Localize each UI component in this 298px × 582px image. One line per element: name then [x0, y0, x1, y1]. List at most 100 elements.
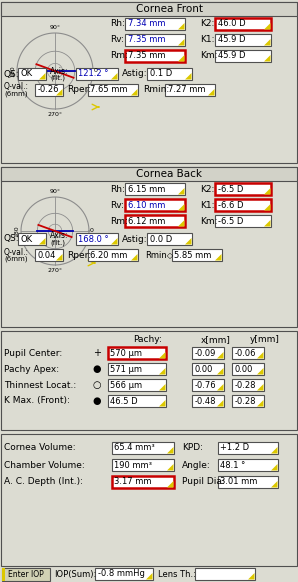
Text: (6mm): (6mm) [4, 255, 27, 262]
Bar [1, 434, 297, 566]
Text: Rh:: Rh: [110, 20, 125, 29]
Bar [215, 18, 271, 30]
Text: Thinnest Locat.:: Thinnest Locat.: [4, 381, 76, 389]
Text: Rper:: Rper: [67, 86, 91, 94]
Polygon shape [111, 238, 117, 244]
Polygon shape [257, 352, 263, 359]
Text: 7.35 mm: 7.35 mm [128, 36, 165, 44]
Bar [76, 68, 118, 80]
Text: IOP(Sum):: IOP(Sum): [54, 570, 96, 579]
Polygon shape [39, 238, 46, 244]
Bar [125, 50, 185, 62]
Text: Pupil Dia:: Pupil Dia: [182, 477, 225, 487]
Text: 46.5 D: 46.5 D [111, 396, 138, 406]
Bar [125, 18, 185, 30]
Text: 180: 180 [10, 65, 15, 77]
Text: ○: ○ [93, 380, 101, 390]
Polygon shape [217, 352, 224, 359]
Text: 168.0 °: 168.0 ° [78, 235, 109, 243]
Polygon shape [215, 254, 221, 261]
Text: ●: ● [93, 364, 101, 374]
Polygon shape [56, 254, 63, 261]
Bar [215, 199, 271, 211]
Bar [108, 379, 166, 391]
Text: A. C. Depth (Int.):: A. C. Depth (Int.): [4, 477, 83, 487]
Text: 90°: 90° [49, 189, 60, 194]
Text: QS:: QS: [4, 235, 20, 243]
Text: 90°: 90° [49, 25, 60, 30]
Bar [1, 2, 297, 16]
Bar [125, 183, 185, 195]
Polygon shape [185, 73, 192, 80]
Polygon shape [264, 204, 271, 211]
Bar [1, 331, 297, 430]
Bar [195, 568, 255, 580]
Text: Astig:: Astig: [122, 69, 148, 79]
Text: 0.00: 0.00 [235, 364, 253, 374]
Text: 270°: 270° [47, 268, 63, 273]
Bar [112, 459, 174, 471]
Polygon shape [271, 481, 277, 488]
Polygon shape [178, 39, 184, 45]
Text: Cornea Front: Cornea Front [136, 4, 203, 14]
Bar [215, 215, 271, 227]
Text: -6.6 D: -6.6 D [218, 201, 243, 210]
Polygon shape [178, 188, 184, 194]
Polygon shape [217, 368, 224, 374]
Bar [232, 379, 264, 391]
Text: -0.06: -0.06 [235, 349, 256, 357]
Text: -6.5 D: -6.5 D [218, 217, 243, 225]
Polygon shape [248, 573, 254, 580]
Polygon shape [257, 384, 263, 391]
Polygon shape [39, 73, 46, 80]
Bar [76, 233, 118, 245]
Bar [108, 363, 166, 375]
Text: Rh:: Rh: [110, 184, 125, 193]
Bar [125, 199, 185, 211]
Polygon shape [257, 400, 263, 406]
Text: Km:: Km: [200, 217, 218, 225]
Bar [147, 233, 192, 245]
Text: -0.8 mmHg: -0.8 mmHg [97, 570, 144, 579]
Text: Rm:: Rm: [110, 51, 128, 61]
Text: Rm:: Rm: [110, 217, 128, 225]
Text: 570 μm: 570 μm [111, 349, 142, 357]
Text: (6mm): (6mm) [4, 91, 27, 97]
Polygon shape [264, 39, 271, 45]
Text: 0: 0 [90, 229, 94, 233]
Text: 180: 180 [14, 225, 19, 237]
Text: 571 μm: 571 μm [111, 364, 142, 374]
Text: 5.85 mm: 5.85 mm [175, 250, 212, 260]
Polygon shape [217, 384, 224, 391]
Polygon shape [178, 204, 184, 211]
Text: 6.12 mm: 6.12 mm [128, 217, 165, 225]
Bar [35, 249, 63, 261]
Bar [2, 568, 5, 581]
Text: Axis:: Axis: [50, 232, 69, 240]
Polygon shape [264, 55, 271, 62]
Polygon shape [264, 188, 271, 194]
Text: Chamber Volume:: Chamber Volume: [4, 460, 85, 470]
Text: +1.2 D: +1.2 D [221, 443, 250, 452]
Polygon shape [167, 464, 173, 470]
Text: K1:: K1: [200, 36, 215, 44]
Text: (flt.): (flt.) [50, 240, 65, 246]
Text: y[mm]: y[mm] [250, 335, 280, 345]
Text: K Max. (Front):: K Max. (Front): [4, 396, 70, 406]
Text: OK: OK [21, 235, 32, 243]
Text: 7.34 mm: 7.34 mm [128, 20, 165, 29]
Polygon shape [159, 384, 165, 391]
Polygon shape [146, 573, 153, 580]
Bar [165, 84, 215, 96]
Text: 6.10 mm: 6.10 mm [128, 201, 165, 210]
Bar [108, 395, 166, 407]
Bar [192, 363, 224, 375]
Bar [218, 459, 278, 471]
Bar [108, 347, 166, 359]
Polygon shape [167, 481, 173, 488]
Text: OK: OK [21, 69, 32, 79]
Text: Q-val.:: Q-val.: [4, 83, 29, 91]
Text: Rper:: Rper: [67, 250, 91, 260]
Bar [172, 249, 222, 261]
Bar [218, 476, 278, 488]
